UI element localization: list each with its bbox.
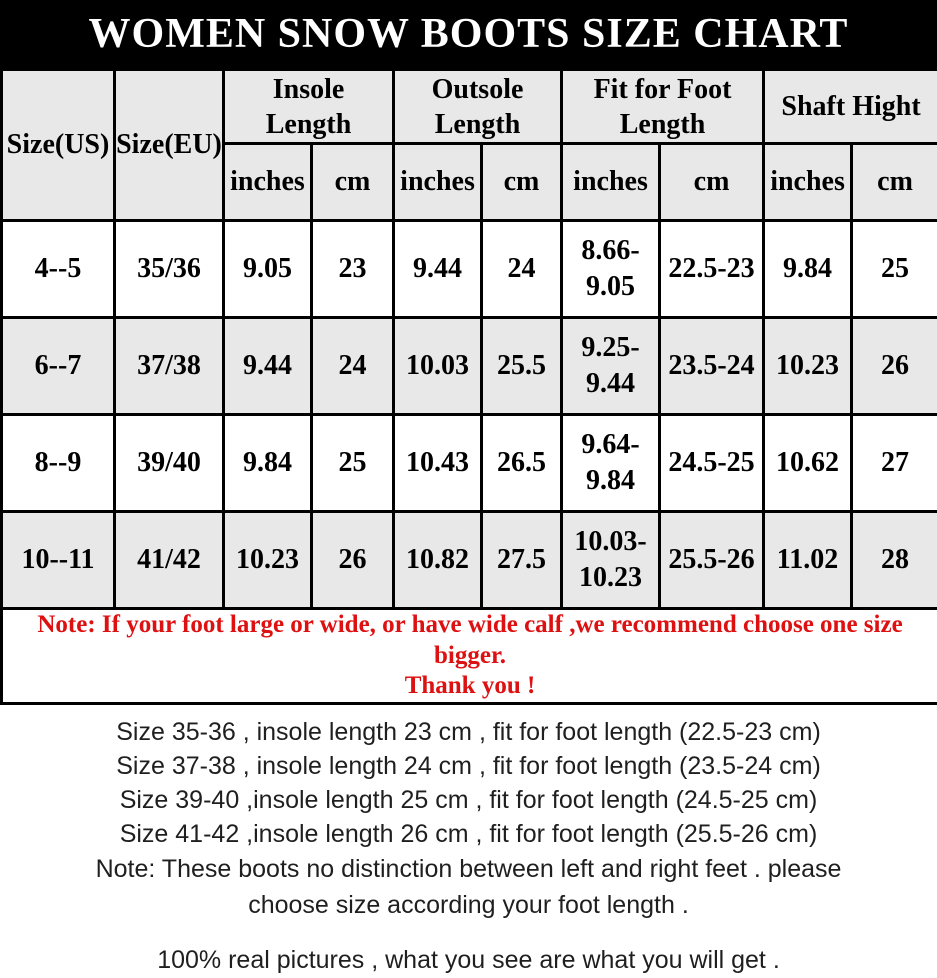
cell-fit-inches: 9.64-9.84 <box>562 415 660 512</box>
header-unit-outsole-inches: inches <box>394 144 482 221</box>
header-unit-outsole-cm: cm <box>482 144 562 221</box>
cell-insole-cm: 24 <box>312 318 394 415</box>
header-group-line: Shaft Hight <box>765 89 937 124</box>
cell-insole-cm: 23 <box>312 221 394 318</box>
header-group-line: Fit for Foot <box>563 72 762 107</box>
cell-fit-cm: 24.5-25 <box>660 415 764 512</box>
cell-fit-inches: 10.03-10.23 <box>562 512 660 609</box>
cell-shaft-inches: 11.02 <box>764 512 852 609</box>
title-band: WOMEN SNOW BOOTS SIZE CHART <box>0 0 937 68</box>
cell-shaft-inches: 9.84 <box>764 221 852 318</box>
cell-fit-cm: 25.5-26 <box>660 512 764 609</box>
cell-size-us: 4--5 <box>2 221 115 318</box>
header-group-line: Insole <box>225 72 392 107</box>
fit-note-line: Note: These boots no distinction between… <box>0 851 937 887</box>
cell-outsole-inches: 10.03 <box>394 318 482 415</box>
cell-fit-cm: 23.5-24 <box>660 318 764 415</box>
header-size-us: Size(US) <box>2 70 115 221</box>
header-group-line: Length <box>395 107 560 142</box>
size-summary-line: Size 41-42 ,insole length 26 cm , fit fo… <box>0 817 937 851</box>
cell-size-eu: 39/40 <box>115 415 224 512</box>
header-group-shaft-hight: Shaft Hight <box>764 70 937 144</box>
header-group-line: Length <box>563 107 762 142</box>
cell-insole-inches: 10.23 <box>224 512 312 609</box>
header-group-fit-for-foot-length: Fit for Foot Length <box>562 70 764 144</box>
size-note-line1: Note: If your foot large or wide, or hav… <box>3 610 937 671</box>
cell-outsole-inches: 10.43 <box>394 415 482 512</box>
cell-size-us: 10--11 <box>2 512 115 609</box>
cell-size-eu: 41/42 <box>115 512 224 609</box>
cell-shaft-cm: 25 <box>852 221 937 318</box>
header-unit-fit-cm: cm <box>660 144 764 221</box>
header-unit-insole-cm: cm <box>312 144 394 221</box>
cell-outsole-cm: 24 <box>482 221 562 318</box>
size-note-line2: Thank you ! <box>3 671 937 702</box>
cell-shaft-cm: 26 <box>852 318 937 415</box>
size-chart-table: Size(US) Size(EU) Insole Length Outsole … <box>0 68 937 705</box>
cell-insole-inches: 9.84 <box>224 415 312 512</box>
table-row: 10--11 41/42 10.23 26 10.82 27.5 10.03-1… <box>2 512 937 609</box>
cell-shaft-inches: 10.23 <box>764 318 852 415</box>
header-group-line: Length <box>225 107 392 142</box>
page-title: WOMEN SNOW BOOTS SIZE CHART <box>89 10 849 58</box>
size-summary-line: Size 37-38 , insole length 24 cm , fit f… <box>0 749 937 783</box>
table-row: 4--5 35/36 9.05 23 9.44 24 8.66-9.05 22.… <box>2 221 937 318</box>
header-unit-shaft-inches: inches <box>764 144 852 221</box>
cell-outsole-cm: 27.5 <box>482 512 562 609</box>
size-summary-line: Size 39-40 ,insole length 25 cm , fit fo… <box>0 783 937 817</box>
footer-text-block: Size 35-36 , insole length 23 cm , fit f… <box>0 705 937 978</box>
guarantee-line: 100% real pictures , what you see are wh… <box>0 942 937 978</box>
cell-outsole-cm: 25.5 <box>482 318 562 415</box>
header-size-eu: Size(EU) <box>115 70 224 221</box>
header-unit-fit-inches: inches <box>562 144 660 221</box>
cell-fit-cm: 22.5-23 <box>660 221 764 318</box>
header-group-outsole-length: Outsole Length <box>394 70 562 144</box>
cell-size-eu: 37/38 <box>115 318 224 415</box>
cell-size-us: 6--7 <box>2 318 115 415</box>
table-row: 8--9 39/40 9.84 25 10.43 26.5 9.64-9.84 … <box>2 415 937 512</box>
cell-outsole-inches: 10.82 <box>394 512 482 609</box>
cell-insole-cm: 26 <box>312 512 394 609</box>
cell-outsole-cm: 26.5 <box>482 415 562 512</box>
cell-shaft-inches: 10.62 <box>764 415 852 512</box>
cell-outsole-inches: 9.44 <box>394 221 482 318</box>
size-note: Note: If your foot large or wide, or hav… <box>2 609 937 704</box>
cell-fit-inches: 9.25-9.44 <box>562 318 660 415</box>
cell-fit-inches: 8.66-9.05 <box>562 221 660 318</box>
cell-size-us: 8--9 <box>2 415 115 512</box>
cell-size-eu: 35/36 <box>115 221 224 318</box>
cell-shaft-cm: 28 <box>852 512 937 609</box>
cell-shaft-cm: 27 <box>852 415 937 512</box>
header-group-line: Outsole <box>395 72 560 107</box>
table-note-row: Note: If your foot large or wide, or hav… <box>2 609 937 704</box>
cell-insole-inches: 9.05 <box>224 221 312 318</box>
header-group-insole-length: Insole Length <box>224 70 394 144</box>
header-unit-insole-inches: inches <box>224 144 312 221</box>
cell-insole-cm: 25 <box>312 415 394 512</box>
header-unit-shaft-cm: cm <box>852 144 937 221</box>
fit-note-line: choose size according your foot length . <box>0 887 937 923</box>
table-row: 6--7 37/38 9.44 24 10.03 25.5 9.25-9.44 … <box>2 318 937 415</box>
cell-insole-inches: 9.44 <box>224 318 312 415</box>
size-summary-line: Size 35-36 , insole length 23 cm , fit f… <box>0 715 937 749</box>
